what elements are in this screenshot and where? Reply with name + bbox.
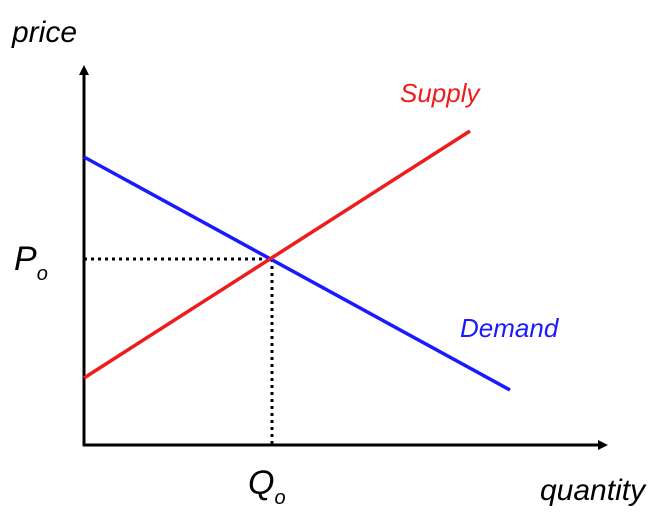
demand-label: Demand: [460, 313, 560, 343]
demand-curve: [83, 155, 511, 392]
x-axis-label: quantity: [540, 474, 647, 507]
label-subscript: o: [274, 487, 285, 509]
equilibrium-quantity-label: Qo: [248, 464, 286, 509]
y-axis-label: price: [11, 16, 77, 49]
supply-label: Supply: [400, 78, 481, 108]
label-main: P: [14, 240, 37, 278]
label-subscript: o: [37, 263, 48, 285]
equilibrium-price-label: Po: [14, 240, 48, 285]
supply-curve: [83, 129, 471, 380]
label-main: Q: [248, 464, 274, 502]
